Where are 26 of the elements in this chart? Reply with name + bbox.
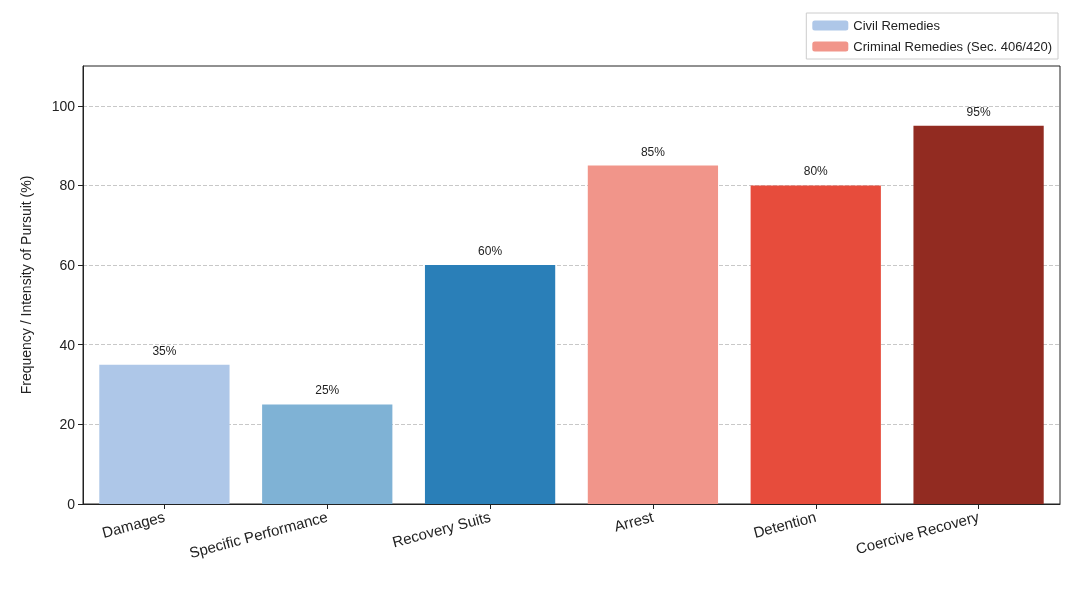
x-tick-label: Arrest xyxy=(612,507,656,535)
bar xyxy=(262,404,393,504)
x-tick-label: Detention xyxy=(751,507,818,541)
data-label: 60% xyxy=(478,244,503,259)
legend-label: Civil Remedies xyxy=(853,18,941,33)
y-axis-title: Frequency / Intensity of Pursuit (%) xyxy=(18,175,34,395)
bar xyxy=(750,185,881,504)
x-tick-label: Damages xyxy=(100,507,167,541)
y-tick-label: 100 xyxy=(51,97,76,114)
legend-label: Criminal Remedies (Sec. 406/420) xyxy=(853,39,1053,54)
bar xyxy=(913,125,1044,504)
x-tick-label: Coercive Recovery xyxy=(853,507,982,558)
bar xyxy=(99,364,230,504)
bar xyxy=(424,265,556,504)
y-tick-label: 0 xyxy=(67,496,76,512)
data-label: 80% xyxy=(803,164,829,179)
data-label: 25% xyxy=(315,383,340,398)
y-tick-label: 20 xyxy=(59,416,76,433)
y-tick-label: 40 xyxy=(59,336,76,353)
x-tick-label: Recovery Suits xyxy=(390,507,493,551)
y-tick-label: 60 xyxy=(59,257,76,274)
bar xyxy=(587,165,719,504)
y-tick-label: 80 xyxy=(59,177,76,194)
data-label: 85% xyxy=(640,144,666,159)
data-label: 35% xyxy=(152,343,177,358)
data-label: 95% xyxy=(966,104,991,119)
